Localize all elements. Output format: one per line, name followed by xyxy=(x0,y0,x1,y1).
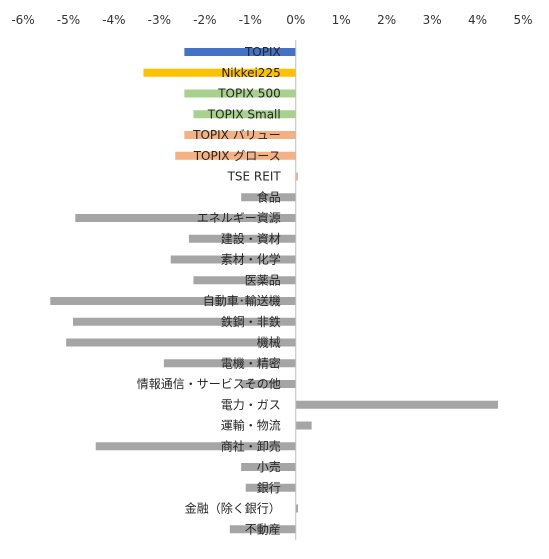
bar xyxy=(241,380,296,388)
x-tick-label: 0% xyxy=(286,13,305,27)
bar xyxy=(241,193,296,202)
bar xyxy=(295,400,498,409)
x-tick-label: -4% xyxy=(102,13,125,27)
bar xyxy=(66,338,296,347)
x-tick-label: 2% xyxy=(377,13,396,27)
bar xyxy=(193,110,296,119)
category-label: 建設・資材 xyxy=(221,231,281,246)
bar xyxy=(184,89,296,98)
x-tick-label: -3% xyxy=(148,13,171,27)
bar xyxy=(241,463,296,471)
bar xyxy=(50,297,296,305)
category-label: TOPIX xyxy=(244,45,281,59)
bar xyxy=(295,421,312,430)
bar xyxy=(143,68,296,77)
category-label: 商社・卸売 xyxy=(221,438,281,453)
category-labels: TOPIX Nikkei225 TOPIX 500 TOPIX Small TOPIX … xyxy=(137,45,282,536)
bar xyxy=(175,151,296,160)
category-label: TOPIX グロース xyxy=(193,149,281,163)
bar xyxy=(73,317,296,326)
category-label: 不動産 xyxy=(245,521,281,536)
bar xyxy=(295,172,298,181)
category-label: エネルギー資源 xyxy=(197,211,281,225)
x-tick-label: 5% xyxy=(513,13,532,27)
category-label: TOPIX Small xyxy=(207,107,281,121)
x-tick-label: 1% xyxy=(332,13,351,27)
x-tick-label: -5% xyxy=(57,13,80,27)
category-label: 食品 xyxy=(257,189,281,204)
category-label: TOPIX バリュー xyxy=(192,128,281,142)
category-label: 銀行 xyxy=(257,481,281,495)
bar xyxy=(184,131,296,139)
x-tick-label: -6% xyxy=(11,13,34,27)
bar xyxy=(184,48,296,56)
category-label: 鉄鋼・非鉄 xyxy=(221,314,281,329)
bar xyxy=(188,234,296,243)
x-tick-label: -1% xyxy=(239,13,262,27)
bar xyxy=(75,214,296,222)
bar xyxy=(163,359,296,368)
category-label: 金融（除く銀行） xyxy=(185,501,281,516)
bar xyxy=(295,504,298,513)
bar xyxy=(95,442,296,451)
x-axis-ticks: -6% -5% -4% -3% -2% -1% 0% 1% 2% 3% 4% 5% xyxy=(11,13,532,27)
category-label: TOPIX 500 xyxy=(217,87,281,101)
category-label: Nikkei225 xyxy=(221,66,280,80)
x-tick-label: 4% xyxy=(468,13,487,27)
bar xyxy=(245,483,296,492)
bar xyxy=(193,276,296,285)
bar xyxy=(229,525,296,534)
category-label: 素材・化学 xyxy=(221,252,281,267)
x-tick-label: 3% xyxy=(423,13,442,27)
category-label: 電力・ガス xyxy=(221,398,281,412)
category-label: 機械 xyxy=(257,335,281,350)
bars xyxy=(50,48,498,534)
x-tick-label: -2% xyxy=(193,13,216,27)
category-label: 運輸・物流 xyxy=(221,418,281,433)
category-label: 電機・精密 xyxy=(221,355,281,370)
category-label: TSE REIT xyxy=(227,170,282,184)
category-label: 医薬品 xyxy=(245,273,281,287)
category-label: 自動車･輸送機 xyxy=(203,293,281,308)
category-label: 情報通信・サービスその他 xyxy=(137,377,281,391)
category-label: 小売 xyxy=(257,459,281,474)
bar xyxy=(170,255,296,264)
